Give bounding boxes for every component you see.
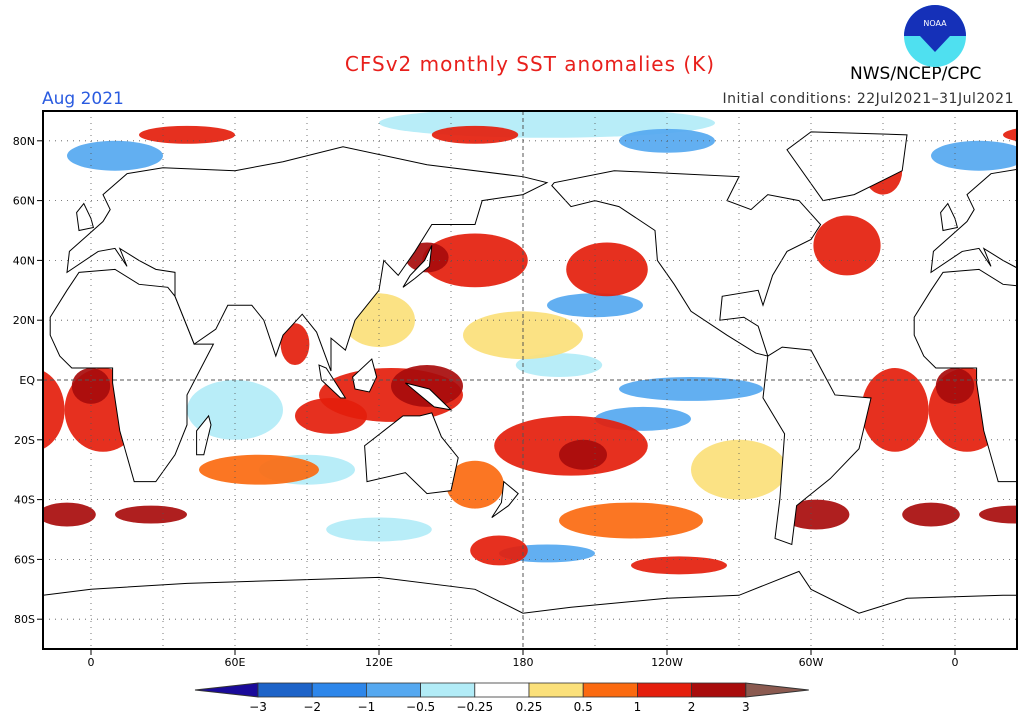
landmass-antarctica (43, 570, 1017, 649)
y-tick-label: 20N (13, 314, 35, 327)
x-tick-label: 0 (952, 656, 959, 669)
colorbar-box (420, 682, 476, 698)
anomaly-region (470, 535, 528, 566)
landmass-uk (76, 202, 95, 232)
anomaly-region (431, 125, 519, 144)
colorbar-box (691, 682, 747, 698)
colorbar-box (582, 682, 638, 698)
colorbar-max-arrow (745, 682, 809, 698)
landmass-northamerica (551, 170, 822, 357)
chart-title: CFSv2 monthly SST anomalies (K) (344, 52, 716, 76)
y-tick-label: EQ (19, 374, 35, 387)
anomaly-region (691, 439, 787, 500)
anomaly-region (619, 377, 763, 401)
y-tick-label: 20S (14, 434, 35, 447)
anomaly-region (782, 499, 850, 530)
anomaly-region (547, 293, 643, 318)
landmass-madagascar (196, 414, 212, 456)
y-tick-label: 40N (13, 254, 35, 267)
y-tick-label: 40S (14, 494, 35, 507)
colorbar-label: 0.25 (516, 700, 543, 714)
initial-conditions: Initial conditions: 22Jul2021–31Jul2021 (722, 91, 1014, 107)
landmass-southamerica (762, 346, 872, 546)
landmass-southamerica (0, 347, 7, 544)
x-tick-label: 60W (799, 656, 824, 669)
colorbar-box (311, 682, 367, 698)
landmass-australia (364, 412, 459, 495)
colorbar-label: −3 (249, 700, 267, 714)
y-tick-label: 80N (13, 135, 35, 148)
anomaly-region (43, 370, 65, 449)
svg-text:NOAA: NOAA (923, 19, 947, 28)
anomaly-region (566, 242, 648, 297)
anomaly-region (813, 215, 881, 276)
anomaly-region (935, 368, 975, 404)
colorbar-min-arrow (194, 682, 259, 698)
anomaly-region (515, 353, 603, 378)
colorbar-label: −1 (358, 700, 376, 714)
landmass-japan (402, 245, 433, 288)
colorbar-label: −2 (303, 700, 321, 714)
agency-label: NWS/NCEP/CPC (850, 64, 982, 84)
anomaly-region (43, 502, 96, 527)
anomaly-region (199, 454, 319, 485)
anomaly-region (280, 323, 310, 366)
landmass-newguinea (405, 382, 453, 411)
anomaly-region (67, 140, 163, 171)
forecast-month: Aug 2021 (42, 89, 124, 109)
y-tick-label: 60S (14, 553, 35, 566)
colorbar-box (365, 682, 421, 698)
colorbar-label: 0.5 (574, 700, 593, 714)
anomaly-region (0, 147, 38, 195)
x-tick-label: 120E (365, 656, 393, 669)
anomaly-region (559, 439, 607, 470)
anomaly-region (139, 125, 235, 144)
continents (0, 131, 1017, 649)
colorbar-box (637, 682, 693, 698)
colorbar-label: −0.25 (456, 700, 493, 714)
anomaly-region (902, 502, 960, 527)
x-tick-label: 0 (88, 656, 95, 669)
noaa-logo: NOAA (904, 5, 966, 67)
x-tick-label: 180 (513, 656, 534, 669)
axis-ticks: 80N 60N 40N 20N EQ 20S 40S 60S 80S 0 60E 120E 180 120… (13, 135, 959, 669)
landmass-sumatra (318, 364, 347, 399)
landmass-borneo (352, 358, 378, 393)
colorbar-box (474, 682, 530, 698)
anomaly-region (1003, 128, 1017, 142)
landmass-uk (940, 202, 959, 232)
landmass-africa (49, 268, 215, 483)
colorbar-label: 3 (742, 700, 750, 714)
landmass-greenland (786, 131, 908, 202)
anomaly-region (71, 368, 111, 404)
colorbar-box (257, 682, 313, 698)
anomaly-region (861, 368, 929, 452)
x-tick-label: 60E (225, 656, 246, 669)
y-tick-label: 60N (13, 195, 35, 208)
landmass-africa (913, 268, 1017, 483)
x-tick-label: 120W (651, 656, 683, 669)
landmass-eurasia (930, 168, 1017, 274)
colorbar-label: 1 (634, 700, 642, 714)
anomaly-region (631, 556, 727, 575)
anomaly-region (391, 365, 463, 407)
anomaly-region (115, 505, 187, 524)
anomaly-region (326, 517, 432, 542)
anomaly-region (979, 505, 1017, 524)
y-tick-label: 80S (14, 613, 35, 626)
anomaly-region (931, 140, 1017, 171)
landmass-eurasia (66, 146, 549, 372)
anomaly-region (446, 460, 504, 509)
colorbar-box (528, 682, 584, 698)
colorbar-label: −0.5 (406, 700, 435, 714)
colorbar-label: 2 (688, 700, 696, 714)
anomaly-region (559, 502, 703, 539)
colorbar: −3 −2 −1 −0.5 −0.25 0.25 0.5 1 2 3 (194, 682, 809, 714)
grid-lines (43, 111, 1017, 649)
